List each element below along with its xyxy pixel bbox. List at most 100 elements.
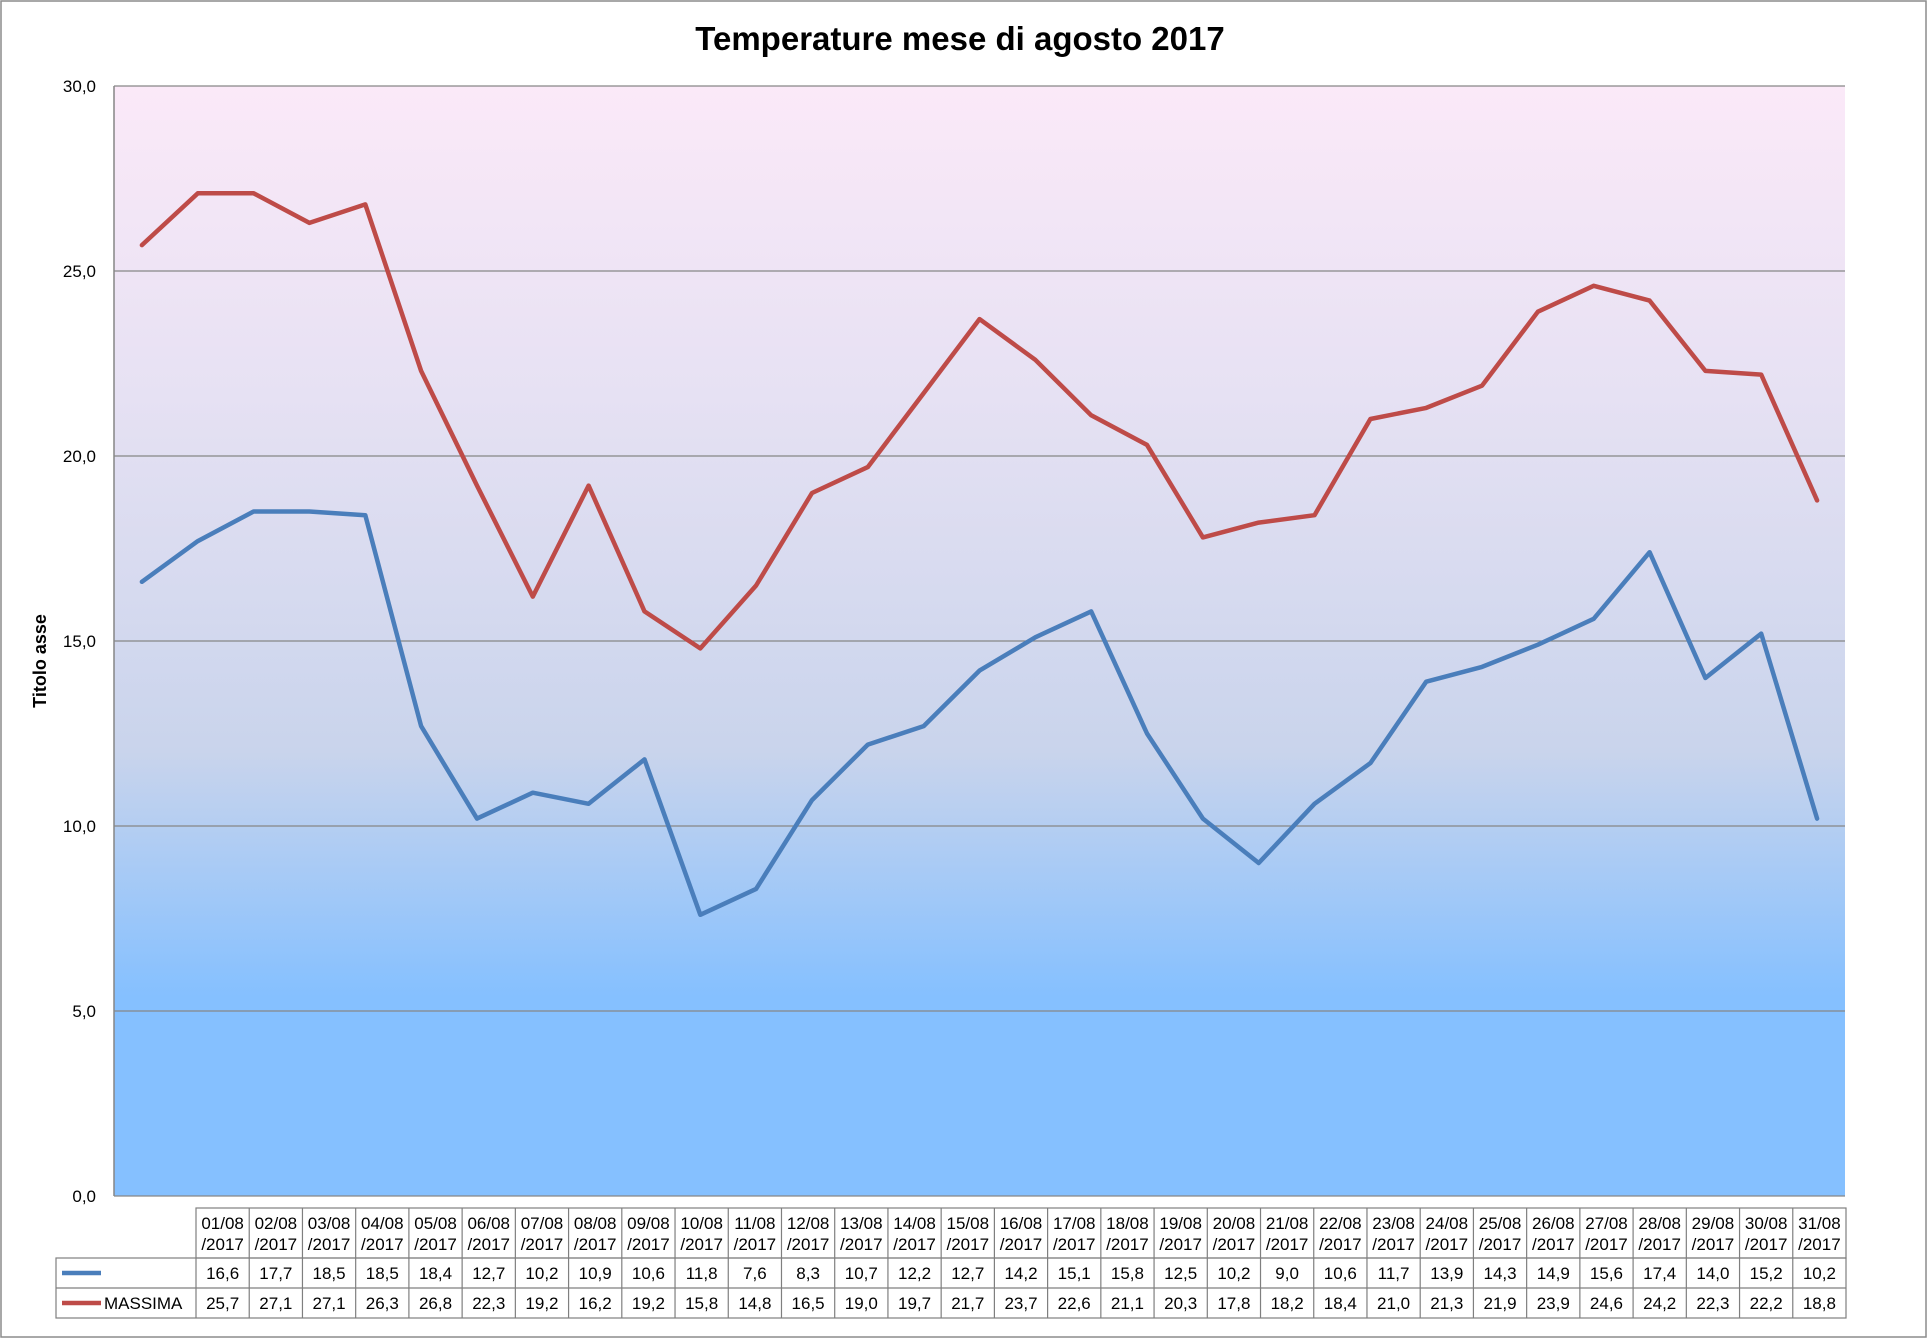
data-point xyxy=(1481,665,1484,668)
data-point xyxy=(420,369,423,372)
data-label: 10,9 xyxy=(579,1264,612,1283)
data-point xyxy=(1760,632,1763,635)
data-point xyxy=(196,540,199,543)
x-tick-label: 16/08/2017 xyxy=(1000,1214,1043,1254)
data-label: 11,8 xyxy=(686,1264,718,1283)
data-point xyxy=(1816,817,1819,820)
data-label: 16,6 xyxy=(206,1264,239,1283)
data-point xyxy=(1648,299,1651,302)
y-tick-label: 15,0 xyxy=(63,632,96,651)
x-tick-label: 12/08/2017 xyxy=(787,1214,830,1254)
data-point xyxy=(1704,677,1707,680)
data-label: 14,9 xyxy=(1537,1264,1570,1283)
data-label: 22,3 xyxy=(1696,1294,1729,1313)
x-tick-label: 13/08/2017 xyxy=(840,1214,883,1254)
x-tick-label: 03/08/2017 xyxy=(308,1214,351,1254)
data-label: 19,2 xyxy=(632,1294,665,1313)
data-point xyxy=(1425,680,1428,683)
data-point xyxy=(755,887,758,890)
chart-title: Temperature mese di agosto 2017 xyxy=(695,20,1224,57)
data-point xyxy=(699,647,702,650)
data-label: 22,6 xyxy=(1058,1294,1091,1313)
data-point xyxy=(699,913,702,916)
data-label: 21,7 xyxy=(951,1294,984,1313)
data-label: 24,2 xyxy=(1643,1294,1676,1313)
data-point xyxy=(1592,617,1595,620)
data-point xyxy=(1816,499,1819,502)
series-line-0 xyxy=(139,509,1820,918)
data-label: 10,7 xyxy=(845,1264,878,1283)
series-line-1 xyxy=(139,191,1820,651)
data-point xyxy=(1090,414,1093,417)
x-tick-label: 18/08/2017 xyxy=(1106,1214,1149,1254)
data-label: 10,2 xyxy=(525,1264,558,1283)
x-tick-label: 31/08/2017 xyxy=(1798,1214,1841,1254)
x-tick-label: 09/08/2017 xyxy=(627,1214,670,1254)
x-tick-label: 15/08/2017 xyxy=(947,1214,990,1254)
data-point xyxy=(1536,310,1539,313)
x-tick-label: 10/08/2017 xyxy=(680,1214,723,1254)
data-label: 12,7 xyxy=(472,1264,505,1283)
data-point xyxy=(1201,817,1204,820)
data-label: 14,2 xyxy=(1004,1264,1037,1283)
data-label: 22,2 xyxy=(1750,1294,1783,1313)
data-label: 17,7 xyxy=(259,1264,292,1283)
y-tick-label: 30,0 xyxy=(63,77,96,96)
data-label: 26,8 xyxy=(419,1294,452,1313)
data-label: 20,3 xyxy=(1164,1294,1197,1313)
x-tick-label: 24/08/2017 xyxy=(1426,1214,1469,1254)
data-point xyxy=(475,817,478,820)
data-label: 27,1 xyxy=(259,1294,292,1313)
data-label: 26,3 xyxy=(366,1294,399,1313)
data-point xyxy=(978,669,981,672)
data-point xyxy=(1034,358,1037,361)
data-label: 17,8 xyxy=(1217,1294,1250,1313)
data-label: 14,3 xyxy=(1483,1264,1516,1283)
y-tick-label: 10,0 xyxy=(63,817,96,836)
data-label: 10,6 xyxy=(632,1264,665,1283)
data-label: 18,5 xyxy=(313,1264,346,1283)
data-point xyxy=(308,221,311,224)
data-label: 12,5 xyxy=(1164,1264,1197,1283)
data-label: 12,2 xyxy=(898,1264,931,1283)
data-point xyxy=(1257,862,1260,865)
data-label: 19,2 xyxy=(525,1294,558,1313)
data-point xyxy=(364,203,367,206)
data-point xyxy=(1481,384,1484,387)
data-point xyxy=(1369,418,1372,421)
data-point xyxy=(531,791,534,794)
y-tick-label: 0,0 xyxy=(72,1187,96,1206)
data-point xyxy=(252,510,255,513)
data-point xyxy=(1034,636,1037,639)
data-label: 15,6 xyxy=(1590,1264,1623,1283)
data-label: 19,0 xyxy=(845,1294,878,1313)
data-point xyxy=(1090,610,1093,613)
data-label: 18,2 xyxy=(1271,1294,1304,1313)
data-label: 19,7 xyxy=(898,1294,931,1313)
data-point xyxy=(531,595,534,598)
x-tick-label: 17/08/2017 xyxy=(1053,1214,1096,1254)
data-label: 13,9 xyxy=(1430,1264,1463,1283)
data-point xyxy=(475,484,478,487)
data-label: 10,2 xyxy=(1217,1264,1250,1283)
data-label: 14,0 xyxy=(1696,1264,1729,1283)
data-point xyxy=(587,802,590,805)
data-point xyxy=(810,799,813,802)
data-label: 16,5 xyxy=(792,1294,825,1313)
data-point xyxy=(196,192,199,195)
x-tick-label: 08/08/2017 xyxy=(574,1214,617,1254)
y-tick-label: 25,0 xyxy=(63,262,96,281)
data-label: 21,1 xyxy=(1111,1294,1144,1313)
x-tick-label: 05/08/2017 xyxy=(414,1214,457,1254)
data-point xyxy=(755,584,758,587)
x-tick-label: 07/08/2017 xyxy=(521,1214,564,1254)
data-point xyxy=(922,392,925,395)
x-tick-label: 01/08/2017 xyxy=(201,1214,244,1254)
y-tick-label: 5,0 xyxy=(72,1002,96,1021)
data-label: 18,8 xyxy=(1803,1294,1836,1313)
data-label: 8,3 xyxy=(796,1264,820,1283)
data-point xyxy=(1313,514,1316,517)
data-label: 21,0 xyxy=(1377,1294,1410,1313)
data-point xyxy=(810,492,813,495)
data-point xyxy=(252,192,255,195)
